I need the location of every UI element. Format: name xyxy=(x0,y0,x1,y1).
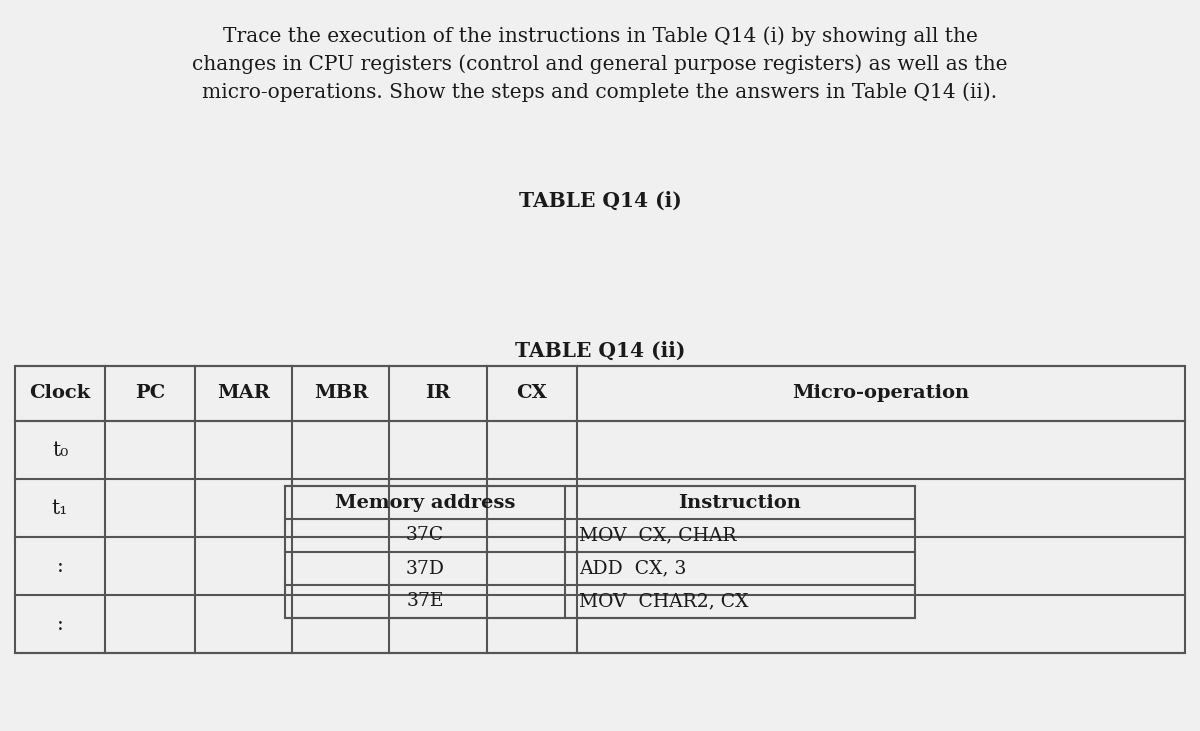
Bar xyxy=(14,366,1186,653)
Text: MOV  CX, CHAR: MOV CX, CHAR xyxy=(580,526,737,545)
Text: Instruction: Instruction xyxy=(678,493,802,512)
Bar xyxy=(286,486,916,618)
Text: changes in CPU registers (control and general purpose registers) as well as the: changes in CPU registers (control and ge… xyxy=(192,54,1008,74)
Text: Memory address: Memory address xyxy=(335,493,515,512)
Text: TABLE Q14 (ii): TABLE Q14 (ii) xyxy=(515,341,685,361)
Text: TABLE Q14 (i): TABLE Q14 (i) xyxy=(518,191,682,211)
Text: 37E: 37E xyxy=(407,593,444,610)
Text: CX: CX xyxy=(516,385,547,403)
Text: :: : xyxy=(56,556,64,575)
Text: 37C: 37C xyxy=(406,526,444,545)
Text: ADD  CX, 3: ADD CX, 3 xyxy=(580,559,686,577)
Text: MOV  CHAR2, CX: MOV CHAR2, CX xyxy=(580,593,749,610)
Text: 37D: 37D xyxy=(406,559,444,577)
Text: MAR: MAR xyxy=(217,385,270,403)
Text: PC: PC xyxy=(136,385,166,403)
Text: micro-operations. Show the steps and complete the answers in Table Q14 (ii).: micro-operations. Show the steps and com… xyxy=(203,82,997,102)
Text: t₁: t₁ xyxy=(52,499,68,518)
Text: t₀: t₀ xyxy=(52,441,68,460)
Text: Clock: Clock xyxy=(30,385,91,403)
Text: Trace the execution of the instructions in Table Q14 (i) by showing all the: Trace the execution of the instructions … xyxy=(222,26,978,45)
Text: IR: IR xyxy=(425,385,450,403)
Text: Micro-operation: Micro-operation xyxy=(792,385,970,403)
Text: MBR: MBR xyxy=(313,385,368,403)
Text: :: : xyxy=(56,615,64,634)
